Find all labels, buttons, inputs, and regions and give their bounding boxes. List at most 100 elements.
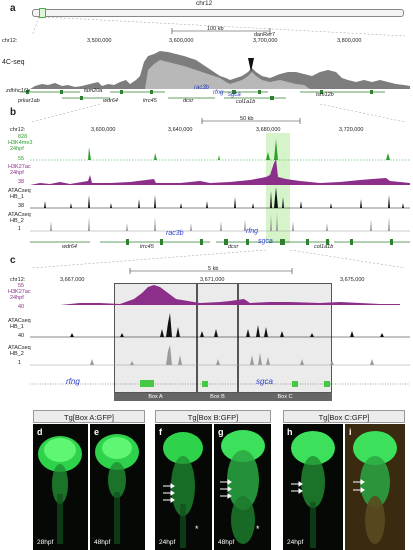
image-panel-f: f 24hpf * (155, 424, 212, 550)
panel-b-scale-bar (201, 118, 301, 124)
b-h3k27ac-bottom: 38 (18, 179, 25, 185)
image-time-h: 24hpf (287, 539, 304, 546)
panel-a-coord-3: 3,700,000 (253, 38, 278, 44)
image-panel-h: h 24hpf (283, 424, 343, 550)
panel-a-scale-label: 100 kb (207, 26, 224, 32)
image-letter-e: e (94, 427, 100, 437)
panel-a-scale-bar (171, 28, 271, 34)
gene-rac3b-a: rac3b (194, 85, 210, 91)
b-h3k4me3-name: H3K4me3 (8, 140, 33, 146)
gene-lrrc45-b: lrrc45 (140, 244, 154, 250)
image-panel-e: e 48hpf (90, 424, 145, 550)
4c-seq-track-label: 4C-seq (2, 59, 25, 66)
image-panel-g: g 48hpf * (214, 424, 271, 550)
4c-seq-track (30, 51, 410, 89)
panel-b-zoom-lines (31, 104, 406, 123)
gene-lrrc45-a: lrrc45 (143, 98, 157, 104)
gene-rac3b-b: rac3b (166, 230, 184, 237)
b-atac2-sub: HB_2 (10, 218, 24, 224)
gene-dcxr-a: dcxr (183, 98, 194, 104)
panel-c-signal-tracks (30, 285, 410, 387)
c-h3k27ac-bottom: 40 (18, 304, 25, 310)
c-atac2-sub: HB_2 (10, 351, 24, 357)
image-letter-i: i (349, 427, 352, 437)
panel-b-coord-2: 3,640,000 (168, 127, 193, 133)
c-h3k27ac-name: H3K27ac (8, 289, 31, 295)
panel-b-coord-3: 3,680,000 (256, 127, 281, 133)
gene-wdr64-a: wdr64 (103, 98, 118, 104)
b-atac1-sub: HB_1 (10, 194, 24, 200)
embryo-g (220, 430, 265, 544)
panel-c-label: c (10, 255, 16, 266)
panel-b-label: b (10, 107, 17, 118)
panel-a-gene-tracks (20, 90, 385, 100)
b-atac1-name: ATACseq (8, 188, 31, 194)
panel-a-chr-label: chr12: (2, 38, 18, 44)
image-time-d: 28hpf (37, 539, 54, 546)
gene-rfng-a: rfng (213, 90, 224, 96)
group-title-box-c: Tg[Box C:GFP] (283, 410, 405, 423)
b-atac2-bottom: 1 (18, 226, 22, 232)
box-c-region (238, 283, 332, 393)
panel-a-zoom-lines (31, 16, 406, 37)
b-atac1-bottom: 38 (18, 203, 25, 209)
panel-b-signal-tracks (30, 139, 410, 232)
gene-sgca-b: sgca (258, 238, 273, 245)
panel-c-coord-1: 3,667,000 (60, 277, 85, 283)
image-letter-d: d (37, 427, 43, 437)
group-title-box-a: Tg[Box A:GFP] (33, 410, 145, 423)
gene-zdhhc16b: zdhhc16b (6, 88, 30, 94)
panel-b-highlight-band (266, 133, 290, 243)
gene-col1a1b-a: col1a1b (236, 99, 256, 105)
b-atac2-name: ATACseq (8, 212, 31, 218)
box-a-label: Box A (114, 393, 197, 401)
gene-fam20a: fam20a (84, 88, 103, 94)
panel-c-coord-2: 3,671,000 (200, 277, 225, 283)
image-letter-h: h (287, 427, 293, 437)
embryo-f (163, 432, 203, 548)
c-atac1-name: ATACseq (8, 318, 31, 324)
gene-lsm12b: lsm12b (316, 92, 334, 98)
c-h3k27ac-top: 55 (18, 283, 25, 289)
gene-prkar1ab: prkar1ab (18, 98, 40, 104)
gene-rfng-c: rfng (66, 377, 80, 386)
chr-ideogram-label: chr12 (196, 0, 213, 7)
panel-b-coord-4: 3,720,000 (339, 127, 364, 133)
gene-dcxr-b: dcxr (228, 244, 239, 250)
box-c-label: Box C (238, 393, 332, 401)
image-time-f: 24hpf (159, 539, 176, 546)
image-letter-g: g (218, 427, 224, 437)
b-h3k4me3-sub: 24hpf (10, 146, 24, 152)
image-time-g: 48hpf (218, 539, 235, 546)
embryo-d (38, 436, 82, 544)
panel-c-scale-label: 5 kb (208, 266, 219, 272)
gene-sgca-a: sgca (228, 92, 241, 98)
image-time-e: 48hpf (94, 539, 111, 546)
b-h3k27ac-sub: 24hpf (10, 170, 24, 176)
ideogram-highlight (39, 8, 46, 18)
b-h3k27ac-name: H3K27ac (8, 164, 31, 170)
panel-a-genome-label: danRer7 (254, 32, 276, 38)
gene-rfng-b: rfng (246, 228, 259, 235)
panel-c-coord-3: 3,675,000 (340, 277, 365, 283)
asterisk-g: * (256, 524, 260, 534)
c-atac2-name: ATACseq (8, 345, 31, 351)
panel-a-coord-1: 3,500,000 (87, 38, 112, 44)
group-title-box-b: Tg[Box B:GFP] (155, 410, 271, 423)
box-b-label: Box B (197, 393, 238, 401)
c-atac1-sub: HB_1 (10, 324, 24, 330)
gene-col1a1b-b: col1a1b (314, 244, 334, 250)
gene-sgca-c: sgca (256, 377, 273, 386)
panel-b-scale-label: 50 kb (240, 116, 254, 122)
embryo-h (291, 431, 335, 548)
panel-c-zoom-lines (31, 250, 406, 269)
panel-a-coord-4: 3,800,000 (337, 38, 362, 44)
image-panel-i: i (345, 424, 405, 550)
panel-c-scale-bar (129, 268, 293, 274)
embryo-i (353, 431, 397, 544)
chromosome-ideogram (32, 9, 404, 17)
b-h3k4me3-bottom: 55 (18, 156, 25, 162)
panel-b-chr-label: chr12: (10, 127, 26, 133)
panel-a-coord-2: 3,600,000 (169, 38, 194, 44)
panel-a-label: a (10, 3, 16, 14)
